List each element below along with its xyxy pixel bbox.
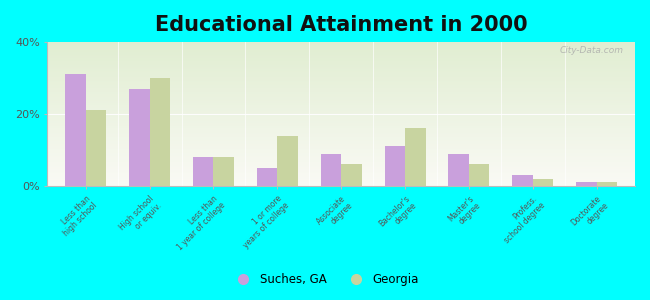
Bar <box>577 182 597 186</box>
Bar <box>597 182 617 186</box>
Text: City-Data.com: City-Data.com <box>559 46 623 56</box>
Bar <box>213 157 234 186</box>
Bar <box>65 74 86 186</box>
Bar <box>193 157 213 186</box>
Title: Educational Attainment in 2000: Educational Attainment in 2000 <box>155 15 528 35</box>
Bar <box>405 128 426 186</box>
Bar <box>257 168 278 186</box>
Bar <box>320 154 341 186</box>
Bar <box>150 78 170 186</box>
Bar <box>129 89 150 186</box>
Bar <box>533 179 553 186</box>
Bar <box>341 164 361 186</box>
Bar <box>469 164 489 186</box>
Legend: Suches, GA, Georgia: Suches, GA, Georgia <box>227 269 423 291</box>
Bar <box>385 146 405 186</box>
Bar <box>448 154 469 186</box>
Bar <box>86 110 106 186</box>
Bar <box>278 136 298 186</box>
Bar <box>512 175 533 186</box>
